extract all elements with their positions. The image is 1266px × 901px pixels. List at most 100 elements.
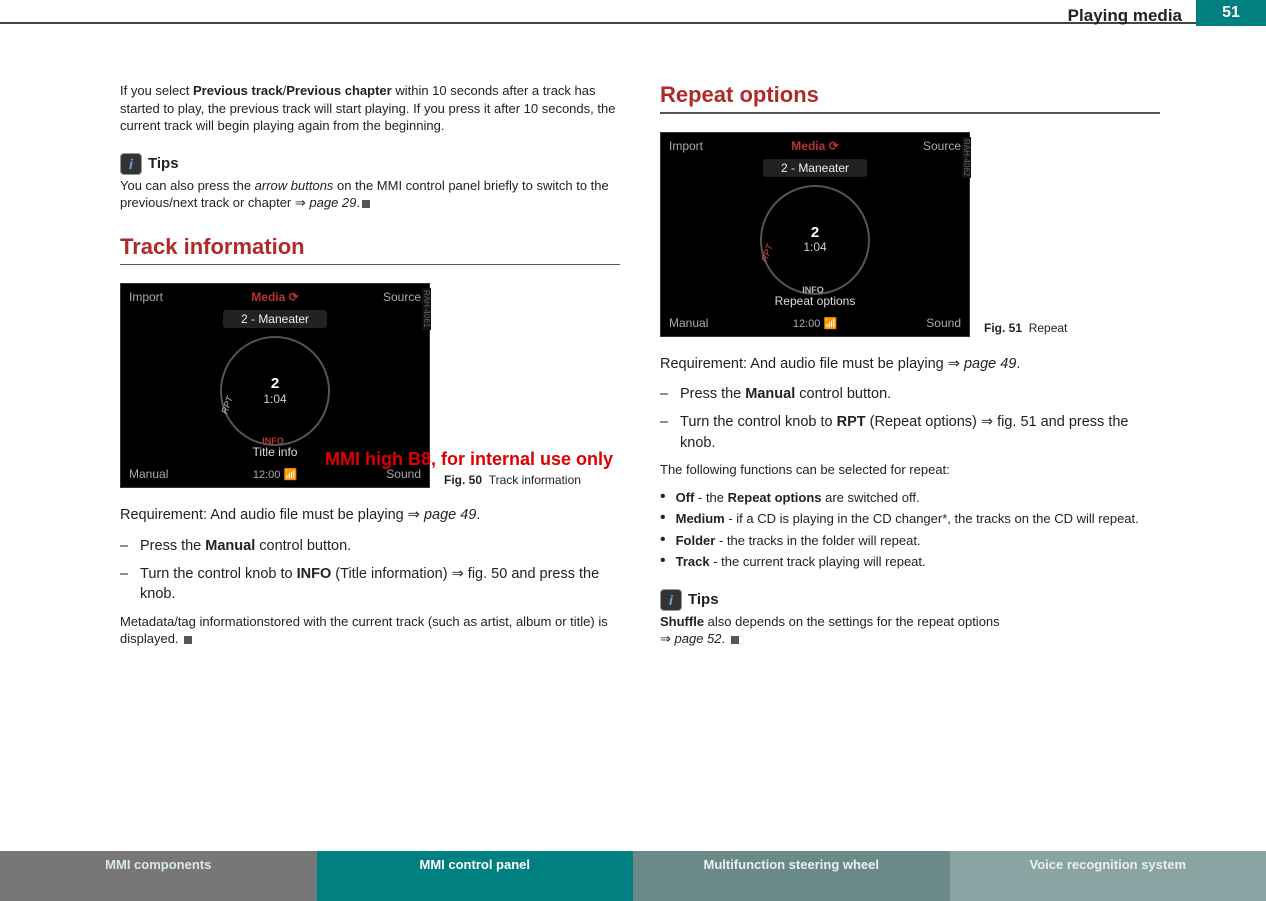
dial-track-number: 2	[803, 225, 826, 242]
figure-code: RAH-4061	[422, 288, 431, 329]
dial-center: 2 1:04	[263, 376, 286, 406]
figure-number: Fig. 51	[984, 321, 1022, 335]
screen-dial: 2 1:04 RPT INFO	[220, 336, 330, 446]
step-2: – Turn the control knob to RPT (Repeat o…	[660, 412, 1160, 453]
shuffle-label: Shuffle	[660, 614, 704, 629]
left-column: If you select Previous track/Previous ch…	[120, 82, 620, 658]
dial-track-number: 2	[263, 376, 286, 393]
dial-rpt-label: RPT	[219, 395, 235, 415]
screen-subtitle: Repeat options	[775, 294, 856, 308]
page-number: 51	[1196, 0, 1266, 26]
text: .	[1016, 356, 1020, 372]
previous-track-label: Previous track	[193, 83, 283, 98]
screen-source-label: Source	[923, 139, 961, 153]
text: are switched off.	[822, 490, 920, 505]
dial-elapsed-time: 1:04	[263, 393, 286, 406]
step-1: – Press the Manual control button.	[120, 536, 620, 556]
manual-button-ref: Manual	[745, 386, 795, 402]
text: - the	[694, 490, 727, 505]
screen-import-label: Import	[129, 290, 163, 304]
figure-51-caption: Fig. 51 Repeat	[984, 321, 1134, 337]
off-label: Off	[676, 490, 695, 505]
bullet-body: Off - the Repeat options are switched of…	[676, 489, 920, 507]
previous-chapter-label: Previous chapter	[286, 83, 392, 98]
screen-clock: 12:00 📶	[793, 317, 837, 330]
screen-dial: 2 1:04 RPT INFO	[760, 185, 870, 295]
footer-tabs: MMI components MMI control panel Multifu…	[0, 851, 1266, 901]
text: control button.	[255, 538, 351, 554]
arrow-icon: ⇒	[295, 195, 306, 210]
figure-caption-text: Track information	[489, 473, 581, 487]
end-marker-icon	[362, 200, 370, 208]
end-marker-icon	[731, 636, 739, 644]
step-body: Turn the control knob to RPT (Repeat opt…	[680, 412, 1160, 453]
dash-icon: –	[660, 412, 670, 453]
screen-manual-label: Manual	[669, 316, 708, 330]
dash-icon: –	[120, 536, 130, 556]
bullet-icon: •	[660, 532, 666, 550]
figure-caption-text: Repeat	[1029, 321, 1068, 335]
manual-button-ref: Manual	[205, 538, 255, 554]
arrow-icon: ⇒	[981, 414, 993, 430]
figure-code: RAH-4062	[962, 137, 971, 178]
screen-track-title: 2 - Maneater	[763, 159, 867, 177]
arrow-icon: ⇒	[660, 631, 671, 646]
screen-media-label: Media ⟳	[791, 139, 838, 153]
screen-source-label: Source	[383, 290, 421, 304]
info-icon: i	[120, 153, 142, 175]
screen-subtitle: Title info	[253, 445, 298, 459]
section-title-track-info: Track information	[120, 234, 620, 260]
dial-center: 2 1:04	[803, 225, 826, 255]
arrow-buttons-ref: arrow buttons	[255, 178, 334, 193]
text: You can also press the	[120, 178, 255, 193]
bullet-icon: •	[660, 553, 666, 571]
dash-icon: –	[120, 564, 130, 605]
screen-track-title: 2 - Maneater	[223, 310, 327, 328]
tab-mmi-control-panel[interactable]: MMI control panel	[317, 851, 634, 901]
tab-mmi-components[interactable]: MMI components	[0, 851, 317, 901]
header-title-block: Playing media 51	[1068, 0, 1266, 26]
figure-51-row: Import Source Manual Sound Media ⟳ 2 - M…	[660, 132, 1160, 337]
dial-elapsed-time: 1:04	[803, 241, 826, 254]
tab-multifunction-wheel[interactable]: Multifunction steering wheel	[633, 851, 950, 901]
step-body: Turn the control knob to INFO (Title inf…	[140, 564, 620, 605]
dial-rpt-label: RPT	[759, 243, 775, 263]
bullet-body: Track - the current track playing will r…	[676, 553, 926, 571]
page-ref: page 49	[420, 507, 476, 523]
dash-icon: –	[660, 384, 670, 404]
text: (Repeat options)	[866, 414, 981, 430]
step-1: – Press the Manual control button.	[660, 384, 1160, 404]
section-title-repeat: Repeat options	[660, 82, 1160, 108]
text: - the tracks in the folder will repeat.	[715, 533, 920, 548]
intro-paragraph: If you select Previous track/Previous ch…	[120, 82, 620, 135]
track-label: Track	[676, 554, 710, 569]
text: Turn the control knob to	[140, 566, 297, 582]
bullet-track: • Track - the current track playing will…	[660, 553, 1160, 571]
metadata-paragraph: Metadata/tag informationstored with the …	[120, 613, 620, 648]
section-rule	[120, 264, 620, 266]
section-rule	[660, 112, 1160, 114]
bullet-icon: •	[660, 489, 666, 507]
page-ref: page 52	[671, 631, 722, 646]
bullet-off: • Off - the Repeat options are switched …	[660, 489, 1160, 507]
tips-body: You can also press the arrow buttons on …	[120, 177, 620, 212]
step-body: Press the Manual control button.	[140, 536, 620, 556]
tips-header: i Tips	[120, 153, 620, 175]
right-column: Repeat options Import Source Manual Soun…	[660, 82, 1160, 658]
info-icon: i	[660, 589, 682, 611]
text: Turn the control knob to	[680, 414, 837, 430]
text: - the current track playing will repeat.	[710, 554, 926, 569]
bullet-folder: • Folder - the tracks in the folder will…	[660, 532, 1160, 550]
text: (Title information)	[331, 566, 451, 582]
arrow-icon: ⇒	[948, 356, 960, 372]
content-columns: If you select Previous track/Previous ch…	[0, 32, 1266, 658]
end-marker-icon	[184, 636, 192, 644]
folder-label: Folder	[676, 533, 716, 548]
bullet-body: Medium - if a CD is playing in the CD ch…	[676, 510, 1139, 528]
text: Metadata/tag informationstored with the …	[120, 614, 608, 647]
info-button-ref: INFO	[297, 566, 332, 582]
tab-voice-recognition[interactable]: Voice recognition system	[950, 851, 1266, 901]
header-title: Playing media	[1068, 0, 1196, 26]
screen-sound-label: Sound	[926, 316, 961, 330]
text: also depends on the settings for the rep…	[704, 614, 1000, 629]
